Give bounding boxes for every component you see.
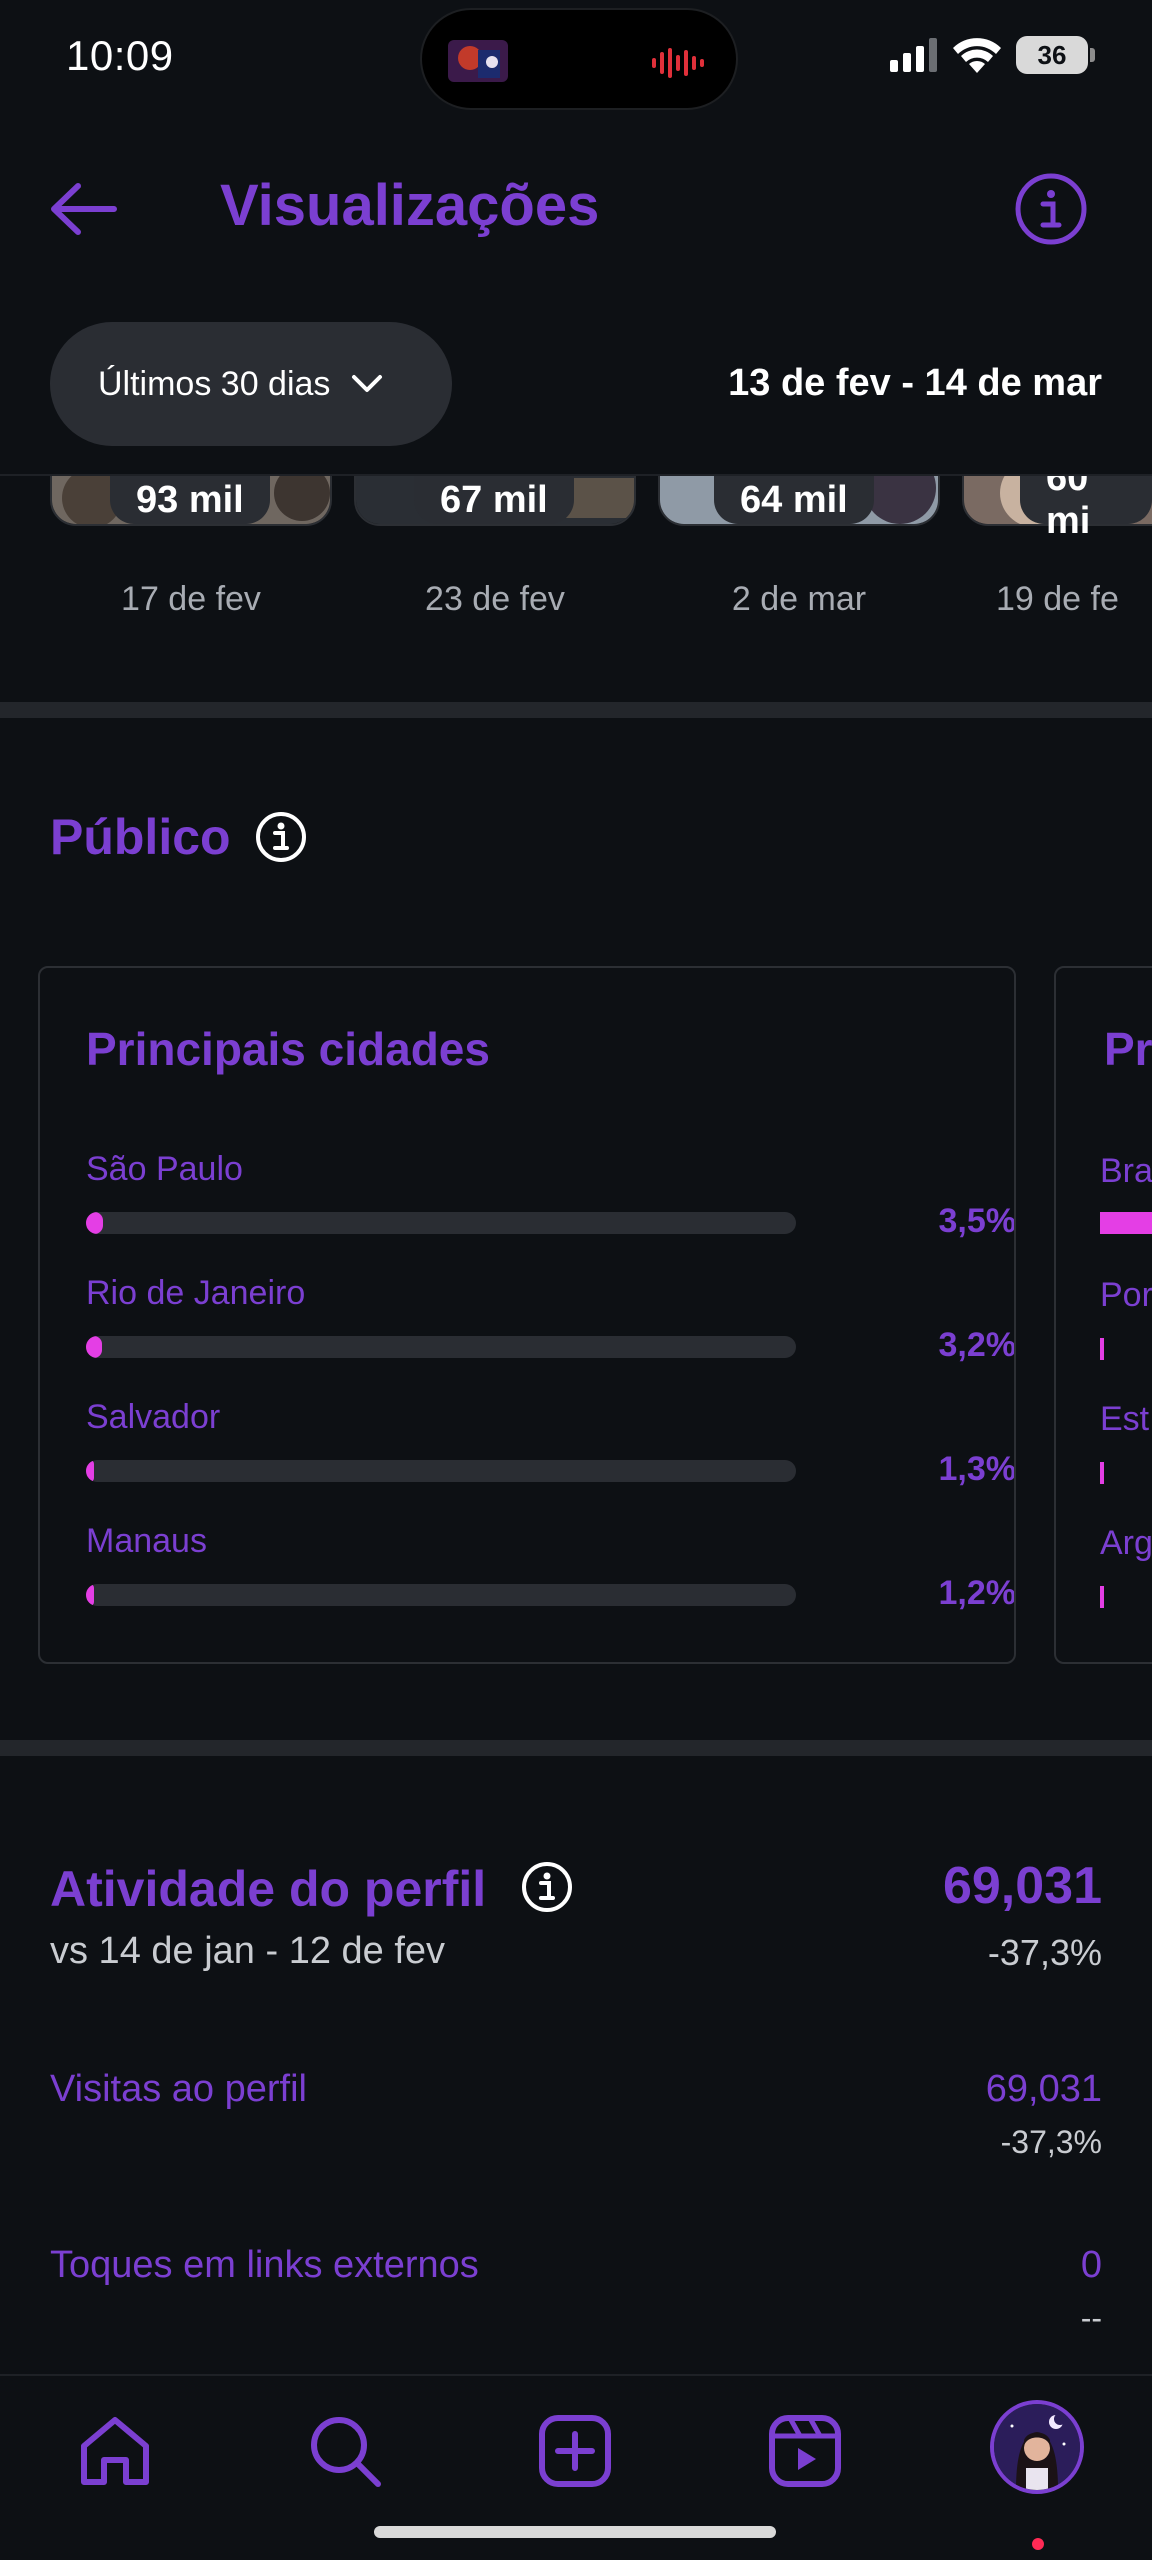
city-row: São Paulo 3,5% (86, 1150, 1016, 1260)
city-percentage: 1,3% (938, 1450, 1016, 1488)
country-name: Est (1100, 1400, 1150, 1438)
post-views-badge: 93 mil (110, 476, 270, 524)
profile-activity-value: 69,031 (942, 1857, 1102, 1915)
date-range: 13 de fev - 14 de mar (728, 362, 1102, 404)
date-filter-row: Últimos 30 dias 13 de fev - 14 de mar (0, 322, 1152, 446)
wifi-icon (953, 38, 1001, 73)
reels-icon[interactable] (760, 2406, 850, 2496)
city-bar-fill (86, 1584, 94, 1606)
post-date: 2 de mar (731, 580, 867, 618)
chevron-down-icon (352, 375, 383, 392)
metric-external-links-value: 0 (1080, 2244, 1102, 2286)
arrow-left-icon[interactable] (44, 174, 124, 244)
info-icon[interactable] (254, 810, 308, 864)
page-header: Visualizações (0, 150, 1152, 270)
country-bar (1100, 1338, 1104, 1360)
metric-external-links-label[interactable]: Toques em links externos (50, 2244, 479, 2286)
profile-avatar[interactable] (990, 2400, 1084, 2494)
post-views-badge: 64 mil (714, 476, 874, 524)
country-bar (1100, 1212, 1152, 1234)
metric-external-links-change: -- (1080, 2300, 1102, 2336)
city-bar-fill (86, 1212, 103, 1234)
top-countries-card[interactable]: Pr Bra Por Est Arg (1054, 966, 1152, 1664)
info-icon[interactable] (1014, 172, 1088, 246)
city-row: Salvador 1,3% (86, 1398, 1016, 1508)
city-percentage: 3,5% (938, 1202, 1016, 1240)
status-icons: 36 (890, 36, 1095, 74)
city-bar-track (86, 1460, 796, 1482)
country-bar (1100, 1586, 1104, 1608)
battery-icon: 36 (1016, 36, 1095, 74)
city-name: Manaus (86, 1522, 207, 1560)
metric-profile-visits-change: -37,3% (1000, 2124, 1102, 2160)
post-views-badge: 60 mi (1020, 476, 1152, 542)
city-name: Rio de Janeiro (86, 1274, 306, 1312)
home-indicator[interactable] (374, 2526, 776, 2538)
country-name: Arg (1100, 1524, 1152, 1562)
post-date: 17 de fev (121, 580, 261, 618)
city-bar-track (86, 1212, 796, 1234)
country-bar (1100, 1462, 1104, 1484)
range-label: Últimos 30 dias (98, 364, 331, 403)
comparison-period: vs 14 de jan - 12 de fev (50, 1930, 446, 1972)
search-icon[interactable] (300, 2406, 390, 2496)
country-name: Bra (1100, 1152, 1152, 1190)
metric-profile-visits-value: 69,031 (985, 2068, 1102, 2110)
profile-activity-title: Atividade do perfil (50, 1861, 487, 1917)
city-row: Rio de Janeiro 3,2% (86, 1274, 1016, 1384)
city-bar-fill (86, 1336, 102, 1358)
city-name: São Paulo (86, 1150, 243, 1188)
city-bar-track (86, 1584, 796, 1606)
post-views-badge: 67 mil (414, 476, 574, 524)
top-posts-strip: 93 mil 17 de fev 67 mil 23 de fev 64 mil… (0, 476, 1152, 636)
info-icon[interactable] (520, 1860, 574, 1914)
profile-activity-change: -37,3% (987, 1932, 1102, 1973)
divider (0, 474, 1152, 476)
signal-icon (890, 38, 937, 72)
now-playing-artwork (448, 40, 508, 82)
audio-wave-icon (652, 48, 704, 78)
dynamic-island[interactable] (420, 8, 738, 110)
status-time: 10:09 (66, 32, 174, 79)
home-icon[interactable] (70, 2406, 160, 2496)
city-bar-track (86, 1336, 796, 1358)
metric-profile-visits-label[interactable]: Visitas ao perfil (50, 2068, 307, 2110)
city-percentage: 3,2% (938, 1326, 1016, 1364)
section-divider (0, 702, 1152, 718)
section-divider (0, 1740, 1152, 1756)
card-title: Pr (1104, 1023, 1152, 1075)
city-name: Salvador (86, 1398, 221, 1436)
post-date: 23 de fev (425, 580, 565, 618)
notification-dot (1032, 2538, 1044, 2550)
city-bar-fill (86, 1460, 94, 1482)
country-name: Por (1100, 1276, 1152, 1314)
city-row: Manaus 1,2% (86, 1522, 1016, 1632)
audience-title: Público (50, 809, 231, 865)
status-bar: 10:09 (0, 0, 1152, 110)
range-dropdown[interactable]: Últimos 30 dias (50, 322, 452, 446)
page-title: Visualizações (220, 173, 600, 238)
post-date: 19 de fe (996, 580, 1119, 618)
card-title: Principais cidades (86, 1023, 490, 1075)
top-cities-card[interactable]: Principais cidades São Paulo 3,5% Rio de J… (38, 966, 1016, 1664)
create-icon[interactable] (530, 2406, 620, 2496)
city-percentage: 1,2% (938, 1574, 1016, 1612)
